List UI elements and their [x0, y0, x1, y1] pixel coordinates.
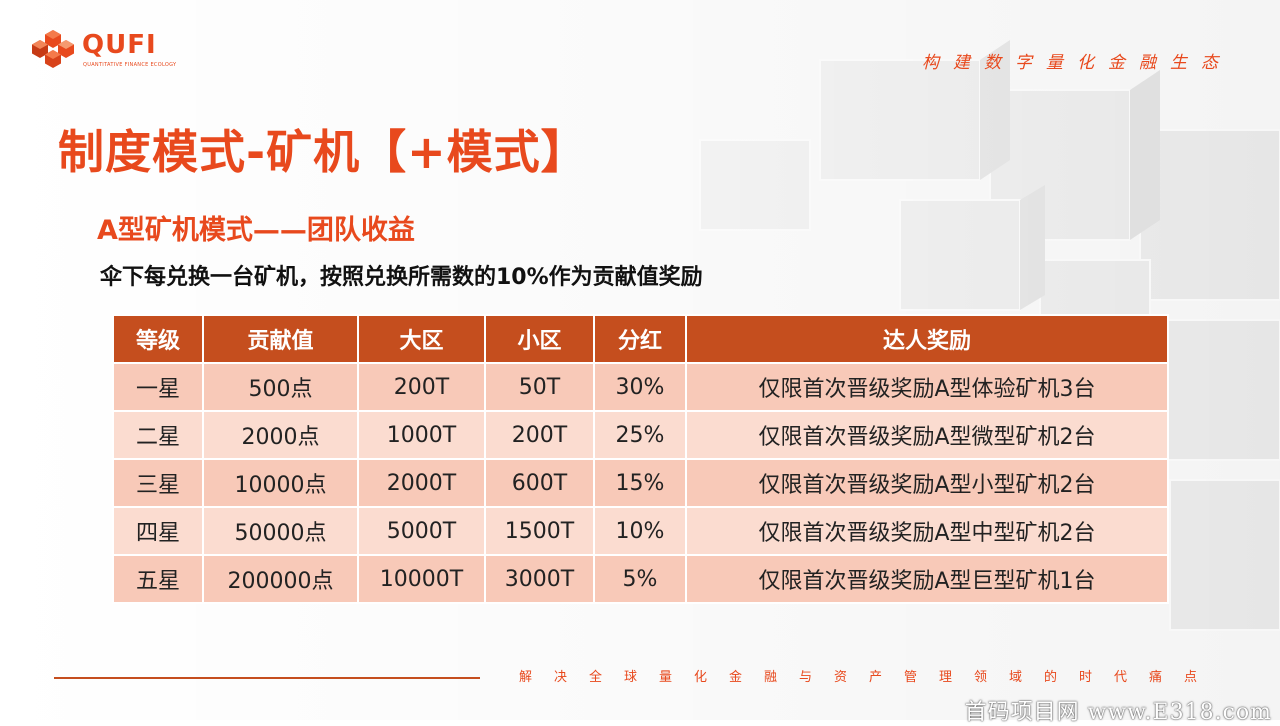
table-cell: 25%: [593, 410, 687, 460]
page-subtitle: A型矿机模式——团队收益: [97, 215, 415, 246]
footer-slogan: 解决全球量化金融与资产管理领域的时代痛点: [519, 670, 1220, 685]
table-cell: 2000T: [357, 458, 486, 508]
table-cell: 一星: [112, 362, 204, 412]
column-header: 贡献值: [202, 314, 359, 364]
table-row: 二星 2000点 1000T 200T 25% 仅限首次晋级奖励A型微型矿机2台: [112, 410, 1169, 460]
column-header: 小区: [484, 314, 595, 364]
table-cell: 1500T: [484, 506, 595, 556]
watermark: 首码项目网 www.E318.com: [964, 700, 1272, 725]
table-cell: 50000点: [202, 506, 359, 556]
column-header: 达人奖励: [685, 314, 1169, 364]
table-cell: 5000T: [357, 506, 486, 556]
table-cell: 500点: [202, 362, 359, 412]
table-cell: 3000T: [484, 554, 595, 604]
table-cell: 200T: [484, 410, 595, 460]
table-cell: 200T: [357, 362, 486, 412]
table-cell: 10%: [593, 506, 687, 556]
table-cell: 五星: [112, 554, 204, 604]
footer-divider: [54, 677, 480, 679]
column-header: 大区: [357, 314, 486, 364]
table-row: 五星 200000点 10000T 3000T 5% 仅限首次晋级奖励A型巨型矿…: [112, 554, 1169, 604]
table-cell: 二星: [112, 410, 204, 460]
table-cell: 600T: [484, 458, 595, 508]
table-cell: 三星: [112, 458, 204, 508]
table-cell: 四星: [112, 506, 204, 556]
table-row: 三星 10000点 2000T 600T 15% 仅限首次晋级奖励A型小型矿机2…: [112, 458, 1169, 508]
table-cell: 2000点: [202, 410, 359, 460]
table-cell: 30%: [593, 362, 687, 412]
hexagon-cubes-icon: [32, 30, 74, 68]
reward-table: 等级 贡献值 大区 小区 分红 达人奖励 一星 500点 200T 50T 30…: [112, 314, 1169, 604]
table-cell: 1000T: [357, 410, 486, 460]
table-header-row: 等级 贡献值 大区 小区 分红 达人奖励: [112, 314, 1169, 364]
table-cell: 仅限首次晋级奖励A型体验矿机3台: [685, 362, 1169, 412]
table-cell: 200000点: [202, 554, 359, 604]
table-row: 四星 50000点 5000T 1500T 10% 仅限首次晋级奖励A型中型矿机…: [112, 506, 1169, 556]
table-cell: 10000点: [202, 458, 359, 508]
brand-logo: QUFI QUANTITATIVE FINANCE ECOLOGY: [30, 26, 200, 76]
table-cell: 仅限首次晋级奖励A型中型矿机2台: [685, 506, 1169, 556]
table-cell: 50T: [484, 362, 595, 412]
table-cell: 仅限首次晋级奖励A型巨型矿机1台: [685, 554, 1169, 604]
table-cell: 10000T: [357, 554, 486, 604]
brand-tagline: QUANTITATIVE FINANCE ECOLOGY: [83, 62, 177, 68]
table-cell: 5%: [593, 554, 687, 604]
column-header: 等级: [112, 314, 204, 364]
page-title: 制度模式-矿机【+模式】: [58, 125, 588, 179]
header-slogan: 构建数字量化金融生态: [922, 53, 1232, 73]
table-cell: 15%: [593, 458, 687, 508]
column-header: 分红: [593, 314, 687, 364]
table-row: 一星 500点 200T 50T 30% 仅限首次晋级奖励A型体验矿机3台: [112, 362, 1169, 412]
brand-name: QUFI: [82, 30, 157, 60]
table-cell: 仅限首次晋级奖励A型微型矿机2台: [685, 410, 1169, 460]
table-cell: 仅限首次晋级奖励A型小型矿机2台: [685, 458, 1169, 508]
page-description: 伞下每兑换一台矿机，按照兑换所需数的10%作为贡献值奖励: [100, 265, 703, 290]
